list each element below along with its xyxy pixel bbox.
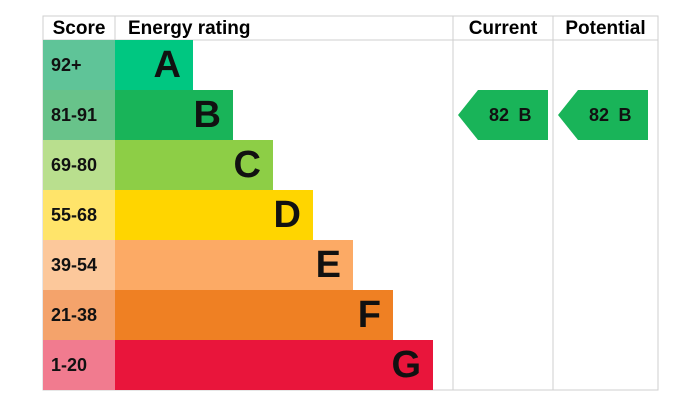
header-current: Current bbox=[469, 18, 538, 39]
potential-arrow bbox=[558, 90, 648, 140]
rating-bar bbox=[115, 240, 353, 290]
rating-letter: C bbox=[234, 144, 261, 186]
score-range: 21-38 bbox=[51, 305, 97, 325]
potential-score: 82 bbox=[589, 105, 609, 125]
score-range: 1-20 bbox=[51, 355, 87, 375]
header-potential: Potential bbox=[565, 18, 645, 39]
score-cell bbox=[43, 340, 115, 390]
score-range: 92+ bbox=[51, 55, 82, 75]
rating-letter: E bbox=[316, 244, 341, 286]
rating-bar bbox=[115, 290, 393, 340]
score-cell bbox=[43, 190, 115, 240]
rating-letter: F bbox=[358, 294, 381, 336]
score-range: 55-68 bbox=[51, 205, 97, 225]
score-range: 69-80 bbox=[51, 155, 97, 175]
rating-letter: G bbox=[391, 344, 421, 386]
rating-letter: B bbox=[194, 94, 221, 136]
current-score: 82 bbox=[489, 105, 509, 125]
rating-bar bbox=[115, 40, 193, 90]
rating-bar bbox=[115, 90, 233, 140]
rating-bar bbox=[115, 190, 313, 240]
current-rating: B bbox=[519, 105, 532, 125]
rating-letter: D bbox=[274, 194, 301, 236]
score-cell bbox=[43, 140, 115, 190]
current-arrow bbox=[458, 90, 548, 140]
score-cell bbox=[43, 90, 115, 140]
header-score: Score bbox=[53, 18, 106, 39]
score-cell bbox=[43, 40, 115, 90]
score-cell bbox=[43, 240, 115, 290]
rating-bar bbox=[115, 340, 433, 390]
rating-bar bbox=[115, 140, 273, 190]
potential-rating: B bbox=[619, 105, 632, 125]
header-energy-rating: Energy rating bbox=[128, 18, 250, 39]
rating-letter: A bbox=[154, 44, 181, 86]
score-cell bbox=[43, 290, 115, 340]
score-range: 39-54 bbox=[51, 255, 97, 275]
score-range: 81-91 bbox=[51, 105, 97, 125]
